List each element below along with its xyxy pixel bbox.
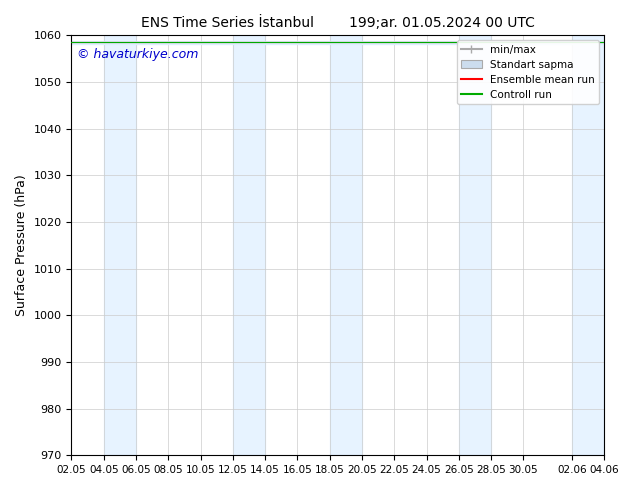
Bar: [459, 35, 491, 455]
Bar: [330, 35, 362, 455]
Bar: [572, 35, 604, 455]
Bar: [233, 35, 265, 455]
Text: © havaturkiye.com: © havaturkiye.com: [77, 48, 198, 61]
Title: ENS Time Series İstanbul        199;ar. 01.05.2024 00 UTC: ENS Time Series İstanbul 199;ar. 01.05.2…: [141, 15, 534, 30]
Legend: min/max, Standart sapma, Ensemble mean run, Controll run: min/max, Standart sapma, Ensemble mean r…: [456, 41, 599, 104]
Y-axis label: Surface Pressure (hPa): Surface Pressure (hPa): [15, 174, 28, 316]
Bar: [104, 35, 136, 455]
